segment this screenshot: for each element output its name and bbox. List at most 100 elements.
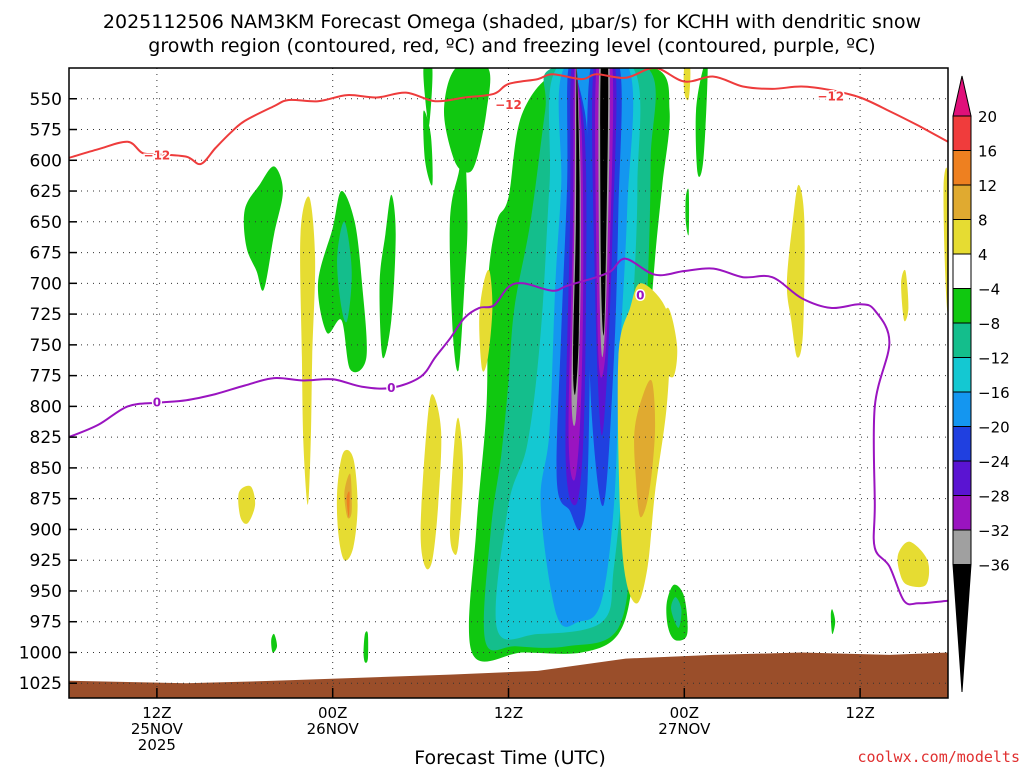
x-tick-label-6-2: 2025 xyxy=(138,736,176,754)
colorbar-label-1: 16 xyxy=(978,143,997,161)
omega-cell-pos4-7 xyxy=(479,269,493,372)
main-ascent xyxy=(468,68,670,662)
y-tick-label-775: 775 xyxy=(30,367,62,387)
omega-cell-neg4-12 xyxy=(830,609,836,635)
y-tick-label-625: 625 xyxy=(30,182,62,202)
colorbar-label-7: −12 xyxy=(978,350,1010,368)
y-tick-label-550: 550 xyxy=(30,90,62,110)
colorbar-label-8: −16 xyxy=(978,384,1010,402)
omega-shading xyxy=(238,68,948,663)
colorbar-label-4: 4 xyxy=(978,246,988,264)
x-tick-label-54-0: 12Z xyxy=(845,704,874,722)
y-tick-label-575: 575 xyxy=(30,121,62,141)
chart-title-line2: growth region (contoured, red, ºC) and f… xyxy=(148,35,875,57)
colorbar-label-5: −4 xyxy=(978,281,1000,299)
y-tick-label-725: 725 xyxy=(30,305,62,325)
minor-green-cells xyxy=(243,68,836,663)
colorbar-label-13: −36 xyxy=(978,557,1010,575)
omega-cell-neg4-3 xyxy=(379,194,396,359)
omega-cell-neg4-6 xyxy=(449,146,468,372)
y-tick-label-950: 950 xyxy=(30,582,62,602)
credit-text: coolwx.com/modelts xyxy=(857,748,1020,766)
y-tick-label-650: 650 xyxy=(30,213,62,233)
terrain-layer xyxy=(69,652,948,698)
colorbar-label-0: 20 xyxy=(978,108,997,126)
y-axis: 550 575 600 625 650 675 700 725 750 775 800 825 850 8… xyxy=(19,90,77,694)
colorbar-label-6: −8 xyxy=(978,315,1000,333)
omega-cell-neg8-14 xyxy=(671,597,682,628)
x-tick-label-6-0: 12Z xyxy=(142,704,171,722)
terrain-fill xyxy=(69,652,948,698)
freezing-level-line xyxy=(69,257,948,606)
dendritic-minus12-label-2: −12 xyxy=(817,89,844,103)
y-tick-label-825: 825 xyxy=(30,428,62,448)
y-tick-label-800: 800 xyxy=(30,397,62,417)
colorbar-band-1 xyxy=(952,115,972,151)
x-tick-label-6-1: 25NOV xyxy=(131,720,184,738)
colorbar-band-9 xyxy=(952,391,972,427)
omega-cell-pos4-10 xyxy=(659,307,678,378)
colorbar: 20 16 12 8 4 −4 −8 −12 −16 −20 −24 −28 −32 −36 xyxy=(952,75,1010,693)
omega-cell-pos4-12 xyxy=(786,184,805,358)
x-tick-label-42-1: 27NOV xyxy=(658,720,711,738)
omega-cell-neg4-5 xyxy=(423,110,433,186)
x-tick-label-30-0: 12Z xyxy=(494,704,523,722)
omega-cell-pos4-0 xyxy=(300,196,316,505)
dendritic-minus12-label-0: −12 xyxy=(144,148,171,162)
omega-cell-pos4-13 xyxy=(901,269,909,322)
colorbar-band-4 xyxy=(952,219,972,255)
omega-cell-pos4-1 xyxy=(238,485,256,524)
colorbar-band-5 xyxy=(952,253,972,289)
omega-cell-pos4-14 xyxy=(897,541,930,588)
freezing-level-label-2: 0 xyxy=(636,289,644,303)
omega-cell-pos12-4 xyxy=(346,491,350,518)
colorbar-label-9: −20 xyxy=(978,419,1010,437)
colorbar-band-13 xyxy=(952,529,972,565)
y-tick-label-875: 875 xyxy=(30,490,62,510)
contour-layer: −12 −12 −12 0 0 0 xyxy=(69,68,948,606)
colorbar-label-3: 8 xyxy=(978,212,988,230)
omega-cell-neg8-2 xyxy=(337,221,352,323)
x-tick-label-18-0: 00Z xyxy=(318,704,347,722)
omega-cell-pos8-9 xyxy=(634,379,656,518)
colorbar-label-10: −24 xyxy=(978,453,1010,471)
grid-lines xyxy=(69,68,948,698)
omega-cell-neg4-8 xyxy=(695,68,708,177)
y-tick-label-850: 850 xyxy=(30,459,62,479)
omega-cell-neg4-0 xyxy=(243,166,283,291)
omega-cell-neg4-10 xyxy=(271,633,278,653)
y-tick-label-700: 700 xyxy=(30,274,62,294)
omega-cell-pos4-6 xyxy=(449,417,464,556)
colorbar-label-12: −32 xyxy=(978,522,1010,540)
colorbar-band-6 xyxy=(952,288,972,324)
freezing-level-contour: 0 0 0 xyxy=(69,257,948,606)
colorbar-top-arrow xyxy=(952,75,972,117)
dendritic-minus12-contour: −12 −12 −12 xyxy=(69,68,948,166)
chart-title-line1: 2025112506 NAM3KM Forecast Omega (shaded… xyxy=(103,11,921,33)
colorbar-band-7 xyxy=(952,322,972,358)
freezing-level-label-1: 0 xyxy=(387,381,395,395)
omega-cell-pos4-11 xyxy=(683,68,691,101)
colorbar-band-8 xyxy=(952,357,972,393)
colorbar-band-2 xyxy=(952,150,972,186)
colorbar-label-2: 12 xyxy=(978,177,997,195)
omega-cell-pos4-15 xyxy=(943,167,948,312)
omega-cell-neg4-9 xyxy=(685,188,690,236)
omega-cell-neg36-13 xyxy=(600,68,609,336)
x-tick-label-42-0: 00Z xyxy=(670,704,699,722)
colorbar-band-11 xyxy=(952,460,972,496)
y-tick-label-925: 925 xyxy=(30,551,62,571)
dendritic-minus12-label-1: −12 xyxy=(495,98,522,112)
y-tick-label-1000: 1000 xyxy=(19,643,62,663)
colorbar-band-12 xyxy=(952,495,972,531)
colorbar-band-3 xyxy=(952,184,972,220)
omega-cell-neg36-12 xyxy=(572,68,580,395)
dendritic-minus12-line xyxy=(69,68,948,166)
y-tick-label-1025: 1025 xyxy=(19,674,62,694)
y-tick-label-750: 750 xyxy=(30,336,62,356)
omega-cell-neg4-7 xyxy=(443,68,491,173)
descent-cells xyxy=(238,68,948,604)
